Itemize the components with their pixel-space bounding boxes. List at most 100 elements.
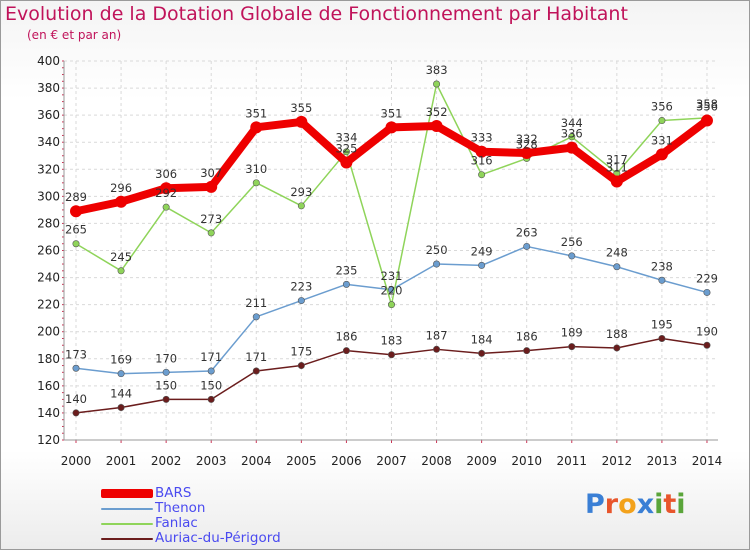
data-point-Auriac-du-Périgord <box>613 344 621 352</box>
y-tick-label: 220 <box>37 298 60 312</box>
x-tick-label: 2014 <box>692 454 723 468</box>
y-tick-label: 240 <box>37 271 60 285</box>
data-label-BARS: 306 <box>155 167 177 181</box>
data-label-BARS: 325 <box>335 142 357 156</box>
y-tick-label: 300 <box>37 189 60 203</box>
y-tick-label: 140 <box>37 406 60 420</box>
y-tick-label: 260 <box>37 244 60 258</box>
data-point-BARS <box>115 195 128 208</box>
data-point-BARS <box>565 141 578 154</box>
logo-letter: i <box>654 489 664 520</box>
legend-swatch <box>101 537 153 540</box>
data-point-Auriac-du-Périgord <box>703 341 711 349</box>
chart-subtitle: (en € et par an) <box>27 28 122 42</box>
data-point-Thenon <box>478 261 486 269</box>
y-tick-label: 340 <box>37 135 60 149</box>
data-point-Fanlac <box>252 179 260 187</box>
data-point-Auriac-du-Périgord <box>297 362 305 370</box>
data-label-BARS: 351 <box>381 106 403 120</box>
data-label-BARS: 352 <box>426 105 448 119</box>
x-tick-label: 2003 <box>196 454 227 468</box>
chart-title: Evolution de la Dotation Globale de Fonc… <box>5 3 628 25</box>
data-label-Auriac-du-Périgord: 186 <box>516 330 538 344</box>
data-point-Thenon <box>568 252 576 260</box>
data-label-Auriac-du-Périgord: 184 <box>471 332 493 346</box>
data-label-Thenon: 229 <box>696 271 718 285</box>
data-label-Fanlac: 316 <box>471 154 493 168</box>
y-tick-label: 200 <box>37 325 60 339</box>
y-tick-label: 360 <box>37 108 60 122</box>
data-label-Auriac-du-Périgord: 171 <box>245 350 267 364</box>
x-tick-label: 2008 <box>421 454 452 468</box>
data-label-Auriac-du-Périgord: 187 <box>426 328 448 342</box>
data-label-Fanlac: 334 <box>335 131 357 145</box>
data-point-Fanlac <box>117 267 125 275</box>
logo-letter: r <box>604 489 619 520</box>
data-label-Auriac-du-Périgord: 140 <box>65 392 87 406</box>
data-point-Auriac-du-Périgord <box>207 395 215 403</box>
data-point-Auriac-du-Périgord <box>433 345 441 353</box>
data-point-Fanlac <box>478 171 486 179</box>
x-tick-label: 2006 <box>331 454 362 468</box>
data-point-BARS <box>610 175 623 188</box>
y-tick-label: 380 <box>37 81 60 95</box>
data-label-Fanlac: 328 <box>516 137 538 151</box>
data-label-Fanlac: 220 <box>381 284 403 298</box>
data-label-BARS: 311 <box>606 160 628 174</box>
data-point-Thenon <box>72 364 80 372</box>
y-tick-label: 180 <box>37 352 60 366</box>
data-point-BARS <box>160 182 173 195</box>
y-tick-label: 280 <box>37 216 60 230</box>
data-point-BARS <box>340 156 353 169</box>
data-point-Thenon <box>207 367 215 375</box>
y-tick-label: 120 <box>37 433 60 447</box>
logo-letter: P <box>585 489 605 520</box>
legend-swatch <box>101 522 153 525</box>
data-point-Auriac-du-Périgord <box>72 409 80 417</box>
data-label-Thenon: 223 <box>290 280 312 294</box>
data-point-Auriac-du-Périgord <box>387 351 395 359</box>
data-point-Thenon <box>523 242 531 250</box>
data-label-BARS: 333 <box>471 131 493 145</box>
data-point-Auriac-du-Périgord <box>252 367 260 375</box>
data-label-Auriac-du-Périgord: 175 <box>290 345 312 359</box>
data-label-Fanlac: 356 <box>651 100 673 114</box>
data-label-Auriac-du-Périgord: 186 <box>335 330 357 344</box>
legend-item: Thenon <box>101 501 281 516</box>
logo-letter: x <box>636 489 655 520</box>
data-point-Auriac-du-Périgord <box>523 347 531 355</box>
data-point-BARS <box>655 148 668 161</box>
data-label-Thenon: 248 <box>606 246 628 260</box>
data-point-Thenon <box>117 370 125 378</box>
data-label-Thenon: 211 <box>245 296 267 310</box>
data-label-BARS: 355 <box>290 101 312 115</box>
logo-letter: i <box>676 489 686 520</box>
data-label-BARS: 336 <box>561 127 583 141</box>
data-label-Auriac-du-Périgord: 188 <box>606 327 628 341</box>
legend-swatch <box>101 489 153 498</box>
data-label-Fanlac: 317 <box>606 152 628 166</box>
data-label-Fanlac: 273 <box>200 212 222 226</box>
y-tick-label: 320 <box>37 162 60 176</box>
legend-label: Thenon <box>155 500 206 516</box>
x-tick-label: 2009 <box>466 454 497 468</box>
logo-letter: t <box>663 489 677 520</box>
legend-swatch <box>101 507 153 510</box>
x-tick-label: 2012 <box>602 454 633 468</box>
data-label-Thenon: 170 <box>155 351 177 365</box>
data-label-Thenon: 173 <box>65 347 87 361</box>
data-point-BARS <box>520 147 533 160</box>
x-tick-label: 2000 <box>61 454 92 468</box>
data-label-Auriac-du-Périgord: 150 <box>200 378 222 392</box>
data-label-Fanlac: 245 <box>110 250 132 264</box>
legend-label: Fanlac <box>155 515 198 531</box>
proxiti-logo: Proxiti <box>585 489 686 520</box>
x-tick-label: 2004 <box>241 454 272 468</box>
data-point-Auriac-du-Périgord <box>478 349 486 357</box>
legend: BARS Thenon Fanlac Auriac-du-Périgord <box>101 486 281 546</box>
data-point-BARS <box>250 121 263 134</box>
data-point-BARS <box>475 145 488 158</box>
data-label-BARS: 307 <box>200 166 222 180</box>
